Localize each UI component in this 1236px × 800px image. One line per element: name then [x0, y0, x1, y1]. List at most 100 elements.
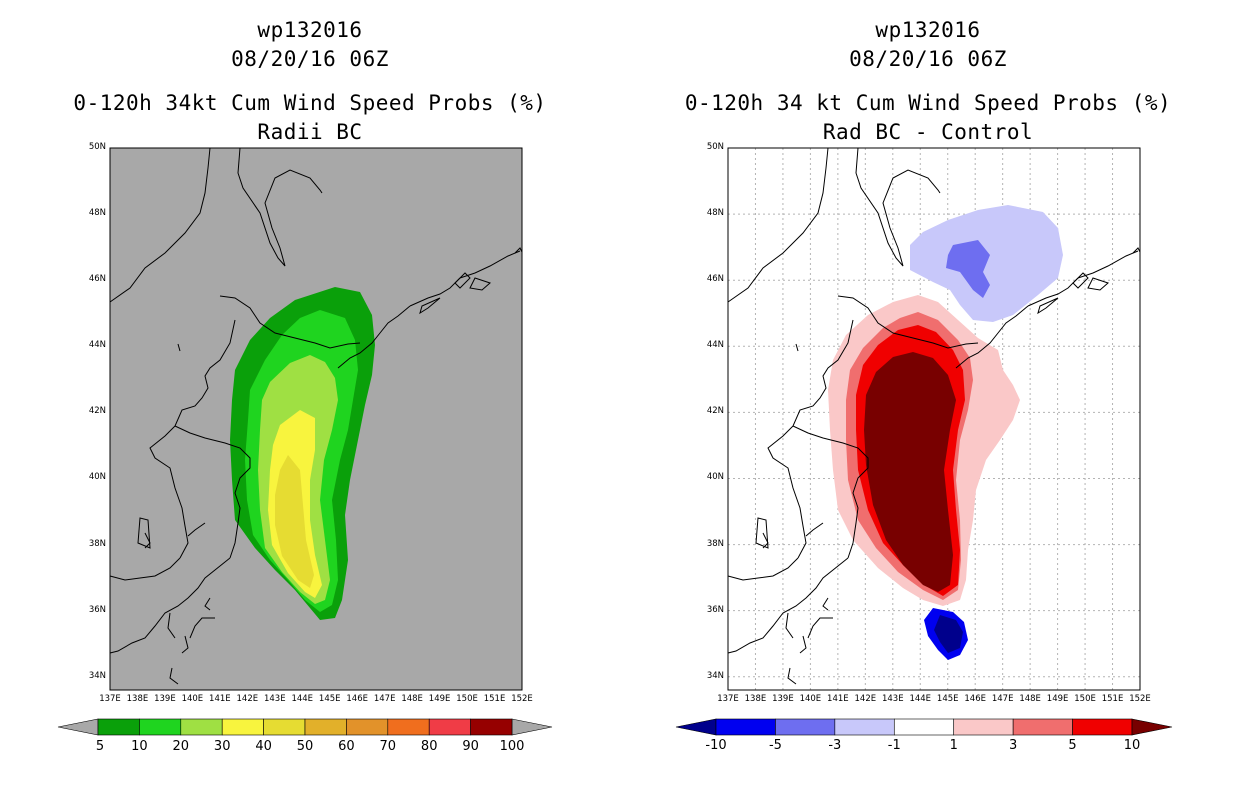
right-colorbar: -10 -5 -3 -1 1 3 5 10 [675, 718, 1173, 753]
lat-label-36N: 36N [88, 604, 106, 615]
left-colorbar-label-8: 80 [421, 739, 438, 754]
lon-label-147E: 147E [373, 694, 396, 704]
left-probability-field [230, 287, 375, 620]
cb-right-swatch-4 [893, 718, 955, 736]
lon-label-144E: 144E [291, 694, 314, 704]
product-title: 0-120h 34kt Cum Wind Speed Probs (%) [73, 91, 547, 115]
lon-label-146E: 146E [964, 694, 986, 704]
product-title: 0-120h 34 kt Cum Wind Speed Probs (%) [684, 91, 1172, 115]
lon-label-151E: 151E [1101, 694, 1124, 704]
lon-label-139E: 139E [154, 694, 176, 704]
lat-label-42N: 42N [88, 406, 106, 417]
left-colorbar-label-1: 10 [131, 739, 148, 754]
left-colorbar-label-5: 50 [297, 739, 314, 754]
left-map-frame [109, 147, 523, 691]
lon-label-146E: 146E [346, 694, 368, 704]
cb-right-swatch-0 [675, 718, 717, 736]
lon-label-141E: 141E [827, 694, 849, 704]
lon-label-139E: 139E [772, 694, 794, 704]
contour-40 [275, 455, 314, 588]
lat-label-46N: 46N [706, 274, 724, 285]
cb-right-label-2: -3 [828, 738, 841, 753]
cb-right-swatch-2 [775, 718, 836, 736]
lon-label-144E: 144E [909, 694, 932, 704]
lon-label-150E: 150E [456, 694, 478, 704]
lon-label-137E: 137E [717, 694, 739, 704]
cb-right-swatch-7 [1072, 718, 1133, 736]
left-colorbar-label-9: 90 [462, 739, 479, 754]
lon-label-142E: 142E [854, 694, 877, 704]
lat-label-38N: 38N [706, 538, 724, 549]
cb-right-label-1: -5 [769, 738, 782, 753]
lat-label-50N: 50N [88, 142, 106, 152]
cb-right-swatch-1 [715, 718, 776, 736]
left-colorbar-tip-left [57, 718, 99, 736]
lon-label-147E: 147E [991, 694, 1014, 704]
left-colorbar-label-4: 40 [255, 739, 272, 754]
left-colorbar-swatch-3 [221, 718, 264, 736]
lat-label-48N: 48N [706, 208, 724, 219]
datetime: 08/20/16 06Z [849, 47, 1007, 71]
cb-right-label-4: 1 [950, 738, 958, 753]
datetime: 08/20/16 06Z [231, 47, 389, 71]
left-map [109, 147, 523, 691]
left-colorbar-label-10: 100 [500, 739, 525, 754]
left-colorbar-label-7: 70 [380, 739, 397, 754]
lon-label-145E: 145E [318, 694, 341, 704]
left-colorbar-swatch-0 [97, 718, 140, 736]
left-colorbar-swatch-1 [139, 718, 182, 736]
cb-right-label-3: -1 [888, 738, 901, 753]
lat-label-38N: 38N [88, 538, 106, 549]
left-colorbar-swatch-8 [428, 718, 471, 736]
lat-label-36N: 36N [706, 604, 724, 615]
left-colorbar-swatch-5 [304, 718, 347, 736]
lon-label-138E: 138E [126, 694, 149, 704]
lon-label-149E: 149E [428, 694, 451, 704]
left-panel-title: wp132016 08/20/16 06Z 0-120h 34kt Cum Wi… [0, 16, 620, 147]
lon-label-145E: 145E [936, 694, 959, 704]
left-colorbar-swatch-7 [387, 718, 430, 736]
diff-neg-3 [946, 240, 990, 298]
cb-right-label-0: -10 [705, 738, 726, 753]
lon-label-148E: 148E [1019, 694, 1041, 704]
right-map [727, 147, 1141, 691]
lon-label-142E: 142E [236, 694, 259, 704]
lat-label-44N: 44N [88, 340, 106, 351]
lon-label-143E: 143E [263, 694, 286, 704]
lon-label-150E: 150E [1074, 694, 1096, 704]
lon-label-138E: 138E [744, 694, 767, 704]
diff-pos-10 [864, 352, 956, 592]
lat-label-40N: 40N [88, 472, 106, 483]
left-colorbar-tip-right [511, 718, 553, 736]
diff-neg-5 [934, 615, 963, 653]
lon-label-149E: 149E [1046, 694, 1069, 704]
lon-label-148E: 148E [401, 694, 423, 704]
lon-label-140E: 140E [799, 694, 822, 704]
left-colorbar-label-3: 30 [214, 739, 231, 754]
cb-right-swatch-5 [953, 718, 1014, 736]
cb-right-label-6: 5 [1068, 738, 1076, 753]
lon-label-143E: 143E [881, 694, 904, 704]
lat-label-34N: 34N [88, 670, 106, 681]
cb-right-swatch-6 [1012, 718, 1073, 736]
lat-label-40N: 40N [706, 472, 724, 483]
lat-label-44N: 44N [706, 340, 724, 351]
cb-right-swatch-8 [1131, 718, 1173, 736]
lon-label-137E: 137E [99, 694, 121, 704]
lon-label-140E: 140E [181, 694, 204, 704]
lat-label-42N: 42N [706, 406, 724, 417]
product-subtitle: Radii BC [257, 120, 363, 144]
lon-label-152E: 152E [511, 694, 533, 704]
lat-label-48N: 48N [88, 208, 106, 219]
left-colorbar-swatch-9 [470, 718, 513, 736]
left-colorbar-swatch-4 [263, 718, 306, 736]
lat-label-34N: 34N [706, 670, 724, 681]
storm-id: wp132016 [875, 18, 981, 42]
storm-id: wp132016 [257, 18, 363, 42]
cb-right-label-7: 10 [1124, 738, 1141, 753]
left-colorbar-label-2: 20 [173, 739, 190, 754]
left-colorbar: 5 10 20 30 40 50 60 70 80 90 100 [57, 718, 553, 754]
cb-right-label-5: 3 [1009, 738, 1017, 753]
lon-label-141E: 141E [209, 694, 231, 704]
